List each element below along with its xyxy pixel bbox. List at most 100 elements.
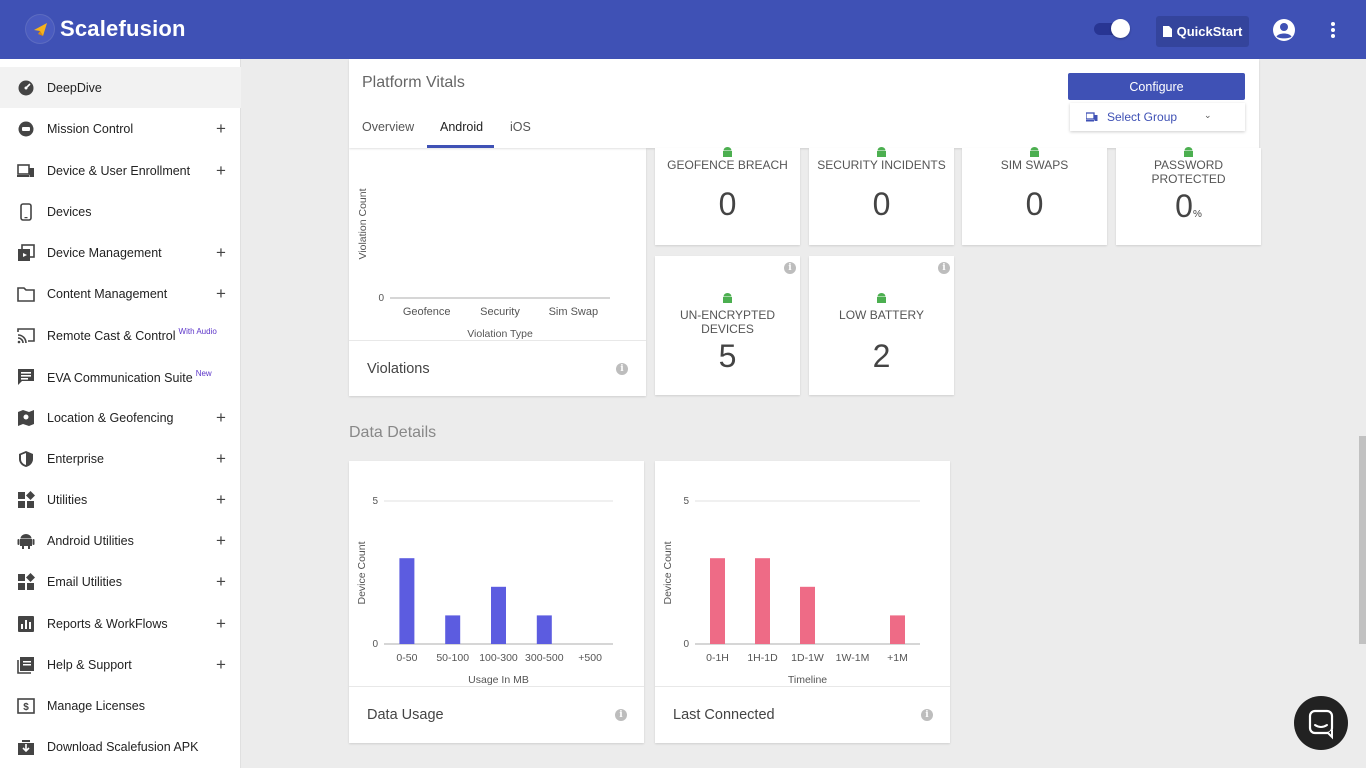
info-icon[interactable]: i — [615, 709, 627, 721]
sidebar-item-label: Devices — [47, 205, 91, 219]
devices-icon — [17, 163, 34, 177]
license-icon: $ — [17, 697, 35, 714]
x-tick-label: Security — [480, 306, 520, 318]
sidebar-item-mission-control[interactable]: Mission Control + — [0, 108, 241, 149]
y-axis-title: Device Count — [356, 541, 368, 604]
sidebar-item-text: Enterprise — [47, 451, 104, 466]
sidebar-item-help-support[interactable]: Help & Support + — [0, 644, 241, 685]
map-icon — [18, 409, 34, 426]
stat-value: 5 — [718, 338, 737, 374]
expand-plus-icon[interactable]: + — [216, 490, 226, 509]
select-group-label: Select Group — [1107, 110, 1178, 124]
app-name: Scalefusion — [60, 16, 186, 41]
page-scrollbar[interactable] — [1359, 436, 1366, 644]
document-icon — [1162, 26, 1172, 37]
android-icon — [1030, 147, 1039, 157]
sidebar-item-devices[interactable]: Devices — [0, 191, 241, 232]
chat-icon — [18, 368, 34, 385]
mission-control-icon — [18, 121, 34, 136]
info-icon[interactable]: i — [921, 709, 933, 721]
sidebar-item-android-utilities[interactable]: Android Utilities + — [0, 520, 241, 561]
sidebar-item-text: Location & Geofencing — [47, 410, 174, 425]
sidebar-item-utilities[interactable]: Utilities + — [0, 479, 241, 520]
sidebar-item-device-user-enrollment[interactable]: Device & User Enrollment + — [0, 150, 241, 191]
bar-300-500 — [536, 615, 552, 644]
sidebar-item-label: Device Management — [47, 246, 162, 260]
stat-card-low-battery: i LOW BATTERY 2 — [809, 256, 954, 395]
stat-value: 0 — [872, 186, 891, 222]
expand-plus-icon[interactable]: + — [216, 408, 226, 427]
sidebar-item-device-management[interactable]: Device Management + — [0, 232, 241, 273]
sidebar-item-download-scalefusion-apk[interactable]: Download Scalefusion APK — [0, 726, 241, 767]
expand-plus-icon[interactable]: + — [216, 161, 226, 180]
sidebar-item-label: DeepDive — [47, 81, 102, 95]
quickstart-button[interactable]: QuickStart — [1156, 16, 1249, 47]
widgets-icon — [18, 490, 35, 508]
sidebar-item-badge: New — [195, 368, 212, 378]
sidebar-item-eva-communication-suite[interactable]: EVA Communication Suite New — [0, 356, 241, 397]
sidebar-item-badge: With Audio — [178, 326, 217, 336]
x-tick-label: 300-500 — [525, 652, 564, 664]
stat-label: SECURITY INCIDENTS — [817, 158, 946, 172]
x-tick-label: 1W-1M — [836, 652, 870, 664]
toggle-knob — [1111, 19, 1130, 38]
sidebar: DeepDive Mission Control + Device & User En… — [0, 59, 241, 768]
more-vert-icon[interactable] — [1326, 18, 1340, 42]
last-connected-footer: Last Connected — [673, 707, 775, 723]
stat-number: 0 — [1175, 188, 1193, 224]
sidebar-item-text: Manage Licenses — [47, 698, 145, 713]
select-group-dropdown[interactable]: Select Group ⌄ — [1070, 103, 1245, 131]
sidebar-item-label: Location & Geofencing — [47, 411, 173, 425]
chat-icon — [1308, 709, 1334, 740]
sidebar-item-deepdive[interactable]: DeepDive — [0, 67, 241, 108]
bar-1H-1D — [755, 558, 770, 644]
sidebar-item-remote-cast-control[interactable]: Remote Cast & Control With Audio — [0, 314, 241, 355]
expand-plus-icon[interactable]: + — [216, 614, 226, 633]
info-icon[interactable]: i — [938, 262, 950, 274]
info-icon[interactable]: i — [616, 363, 628, 375]
sidebar-item-manage-licenses[interactable]: $ Manage Licenses — [0, 685, 241, 726]
expand-plus-icon[interactable]: + — [216, 284, 226, 303]
stat-value: 0% — [1116, 188, 1261, 225]
sidebar-item-reports-workflows[interactable]: Reports & WorkFlows + — [0, 603, 241, 644]
sidebar-item-enterprise[interactable]: Enterprise + — [0, 438, 241, 479]
account-circle-icon[interactable] — [1272, 18, 1296, 42]
stat-card-security-incidents: SECURITY INCIDENTS 0 — [809, 147, 954, 245]
folder-icon — [17, 286, 35, 302]
tab-overview[interactable]: Overview — [362, 120, 415, 134]
stat-value: 0 — [1025, 186, 1044, 222]
devices-icon — [1086, 112, 1098, 122]
data-details-title: Data Details — [349, 424, 437, 441]
configure-button[interactable]: Configure — [1068, 73, 1245, 100]
download-icon — [18, 739, 34, 755]
stat-label: GEOFENCE BREACH — [667, 158, 788, 172]
x-axis-title: Timeline — [788, 674, 827, 686]
svg-text:$: $ — [23, 702, 29, 713]
tab-ios[interactable]: iOS — [510, 120, 531, 134]
theme-toggle[interactable] — [1094, 19, 1130, 38]
x-tick-label: +1M — [887, 652, 908, 664]
chevron-down-icon: ⌄ — [1204, 110, 1212, 120]
sidebar-item-location-geofencing[interactable]: Location & Geofencing + — [0, 397, 241, 438]
violations-card: 0 Geofence Security Sim Swap Violation Type V… — [349, 148, 646, 396]
data-usage-footer: Data Usage — [367, 707, 444, 723]
tab-android[interactable]: Android — [440, 120, 484, 134]
chat-support-button[interactable] — [1294, 696, 1348, 750]
expand-plus-icon[interactable]: + — [216, 655, 226, 674]
sidebar-item-text: Reports & WorkFlows — [47, 616, 168, 631]
android-icon — [877, 293, 886, 303]
stat-card-password-protected: PASSWORD PROTECTED 0% — [1116, 147, 1261, 245]
stat-value: 0 — [718, 186, 737, 222]
bar-+1M — [890, 615, 905, 644]
expand-plus-icon[interactable]: + — [216, 243, 226, 262]
android-icon — [1184, 147, 1193, 157]
sidebar-item-email-utilities[interactable]: Email Utilities + — [0, 561, 241, 602]
expand-plus-icon[interactable]: + — [216, 531, 226, 550]
expand-plus-icon[interactable]: + — [216, 449, 226, 468]
sidebar-item-label: Enterprise — [47, 452, 104, 466]
sidebar-item-content-management[interactable]: Content Management + — [0, 273, 241, 314]
violations-footer: Violations — [367, 361, 430, 377]
expand-plus-icon[interactable]: + — [216, 572, 226, 591]
expand-plus-icon[interactable]: + — [216, 119, 226, 138]
info-icon[interactable]: i — [784, 262, 796, 274]
